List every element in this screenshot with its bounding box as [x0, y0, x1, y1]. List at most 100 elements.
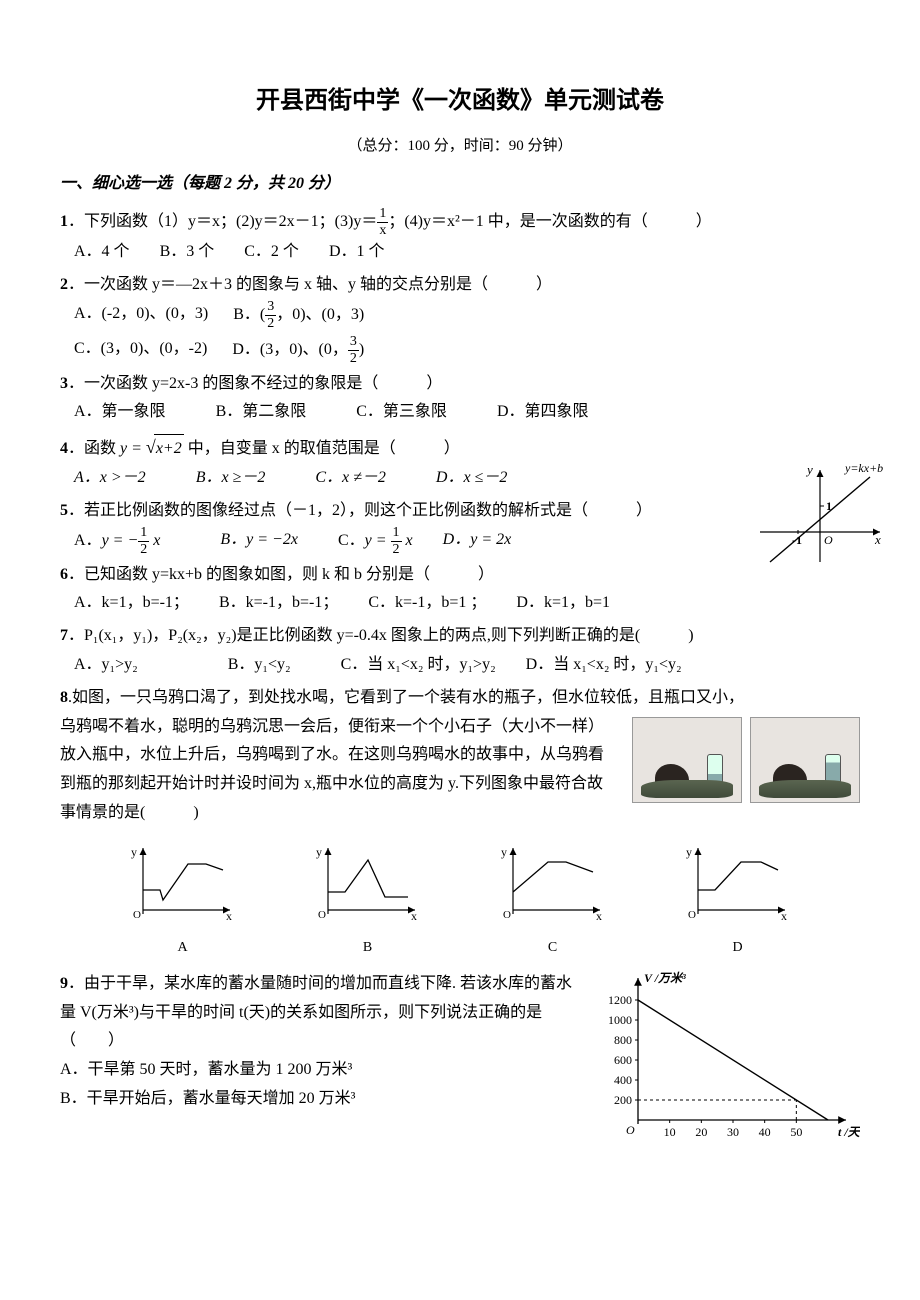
q8-graph-d: y x O D [678, 842, 798, 960]
q6-num: 6 [60, 566, 68, 583]
q3-opt-b: B．第二象限 [216, 398, 307, 427]
page-title: 开县西街中学《一次函数》单元测试卷 [60, 80, 860, 123]
svg-text:10: 10 [664, 1125, 676, 1139]
question-3: 3．一次函数 y=2x-3 的图象不经过的象限是（ ） A．第一象限 B．第二象… [60, 370, 860, 428]
q6-opt-c: C．k=-1，b=1 ； [368, 589, 486, 618]
section-1-heading: 一、细心选一选（每题 2 分，共 20 分） [60, 170, 860, 199]
q8-graph-b: y x O B [308, 842, 428, 960]
svg-text:1200: 1200 [608, 993, 632, 1007]
svg-text:x: x [596, 909, 602, 922]
q1-opt-a: A．4 个 [74, 238, 130, 267]
q6-y-label: y [805, 462, 813, 477]
q9-stem: ．由于干旱，某水库的蓄水量随时间的增加而直线下降. 若该水库的蓄水量 V(万米³… [60, 975, 572, 1050]
q4-opt-d: D．x ≤－2 [436, 464, 507, 493]
question-8: 8.如图，一只乌鸦口渴了，到处找水喝，它看到了一个装有水的瓶子，但水位较低，且瓶… [60, 684, 860, 960]
svg-text:50: 50 [790, 1125, 802, 1139]
svg-text:x: x [411, 909, 417, 922]
q8-num: 8 [60, 689, 68, 706]
q5-stem: ．若正比例函数的图像经过点（－1，2），则这个正比例函数的解析式是（ ） [68, 502, 652, 519]
svg-text:x: x [781, 909, 787, 922]
q2-opt-a: A．(-2，0)、(0，3) [74, 300, 208, 331]
q8-option-graphs: y x O A y x O B y x O [90, 842, 830, 960]
question-2: 2．一次函数 y＝—2x＋3 的图象与 x 轴、y 轴的交点分别是（ ） A．(… [60, 271, 860, 366]
q2-opt-d: D．(3，0)、(0，32) [232, 335, 364, 366]
q4-stem-a: ．函数 [68, 440, 120, 457]
question-5: 5．若正比例函数的图像经过点（－1，2），则这个正比例函数的解析式是（ ） A．… [60, 497, 860, 557]
question-1: 1．下列函数（1）y＝x；(2)y＝2x－1；(3)y＝1x；(4)y＝x²－1… [60, 207, 860, 267]
q2-opt-b: B．(32，0)、(0，3) [233, 300, 364, 331]
svg-text:200: 200 [614, 1093, 632, 1107]
q9-opt-a: A．干旱第 50 天时，蓄水量为 1 200 万米³ [60, 1056, 580, 1085]
svg-text:y: y [316, 845, 322, 859]
q1-stem-b: ；(4)y＝x²－1 中，是一次函数的有（ ） [388, 213, 711, 230]
svg-text:O: O [626, 1123, 635, 1137]
svg-text:y: y [131, 845, 137, 859]
q6-opt-a: A．k=1，b=-1； [74, 589, 189, 618]
q7-opt-a: A．y₁>y₂ [74, 651, 138, 680]
svg-text:t /天: t /天 [838, 1125, 860, 1139]
svg-text:O: O [133, 909, 141, 921]
q3-opt-a: A．第一象限 [74, 398, 166, 427]
question-7: 7．P₁(x₁，y₁)，P₂(x₂，y₂)是正比例函数 y=-0.4x 图象上的… [60, 622, 860, 680]
q8-graph-c: y x O C [493, 842, 613, 960]
q1-num: 1 [60, 213, 68, 230]
q9-chart: 200400600800100012001020304050V /万米³t /天… [590, 970, 860, 1145]
page-subtitle: （总分：100 分，时间：90 分钟） [60, 133, 860, 160]
crow-pic-2 [750, 717, 860, 803]
q7-num: 7 [60, 627, 68, 644]
svg-text:V /万米³: V /万米³ [644, 971, 686, 985]
q6-opt-d: D．k=1，b=1 [516, 589, 610, 618]
q7-opt-b: B．y₁<y₂ [228, 651, 291, 680]
q4-func: y = √x+2 [120, 440, 184, 457]
q8-illustrations [628, 717, 860, 803]
q6-opt-b: B．k=-1，b=-1； [219, 589, 338, 618]
svg-text:400: 400 [614, 1073, 632, 1087]
q4-opt-b: B．x ≥－2 [196, 464, 266, 493]
q5-opt-c: C．y = 12 x [338, 526, 413, 557]
q3-num: 3 [60, 375, 68, 392]
q1-opt-b: B．3 个 [160, 238, 215, 267]
svg-text:600: 600 [614, 1053, 632, 1067]
q8-label-d: D [678, 935, 798, 960]
question-9: 9．由于干旱，某水库的蓄水量随时间的增加而直线下降. 若该水库的蓄水量 V(万米… [60, 970, 860, 1145]
svg-text:1000: 1000 [608, 1013, 632, 1027]
q5-opt-a: A．y = −12 x [74, 526, 160, 557]
q2-stem: ．一次函数 y＝—2x＋3 的图象与 x 轴、y 轴的交点分别是（ ） [68, 276, 552, 293]
q6-stem: ．已知函数 y=kx+b 的图象如图，则 k 和 b 分别是（ ） [68, 566, 494, 583]
crow-pic-1 [632, 717, 742, 803]
q4-stem-b: 中，自变量 x 的取值范围是（ ） [184, 440, 460, 457]
q8-label-b: B [308, 935, 428, 960]
q5-opt-d: D．y = 2x [443, 526, 512, 557]
q3-opt-d: D．第四象限 [497, 398, 589, 427]
q5-opt-b: B．y = −2x [220, 526, 298, 557]
q9-num: 9 [60, 975, 68, 992]
question-4: 4．函数 y = √x+2 中，自变量 x 的取值范围是（ ） A．x >－2 … [60, 431, 860, 493]
svg-text:O: O [318, 909, 326, 921]
q3-stem: ．一次函数 y=2x-3 的图象不经过的象限是（ ） [68, 375, 442, 392]
q8-label-c: C [493, 935, 613, 960]
svg-text:O: O [503, 909, 511, 921]
q8-label-a: A [123, 935, 243, 960]
svg-text:30: 30 [727, 1125, 739, 1139]
q6-line-label: y=kx+b [844, 462, 883, 475]
q1-frac: 1x [377, 207, 388, 238]
svg-text:800: 800 [614, 1033, 632, 1047]
svg-text:x: x [226, 909, 232, 922]
q9-opt-b: B．干旱开始后，蓄水量每天增加 20 万米³ [60, 1085, 580, 1114]
q4-opt-a: A．x >－2 [74, 464, 146, 493]
q3-opt-c: C．第三象限 [356, 398, 447, 427]
q8-lead: 如图，一只乌鸦口渴了，到处找水喝，它看到了一个装有水的瓶子，但水位较低，且瓶口又… [72, 689, 744, 706]
q8-graph-a: y x O A [123, 842, 243, 960]
q2-num: 2 [60, 276, 68, 293]
svg-text:y: y [686, 845, 692, 859]
q1-stem-a: ．下列函数（1）y＝x；(2)y＝2x－1；(3)y＝ [68, 213, 377, 230]
q7-opt-c: C．当 x₁<x₂ 时，y₁>y₂ [341, 651, 496, 680]
q2-opt-c: C．(3，0)、(0，-2) [74, 335, 207, 366]
q4-num: 4 [60, 440, 68, 457]
q4-opt-c: C．x ≠－2 [315, 464, 386, 493]
q7-stem: ．P₁(x₁，y₁)，P₂(x₂，y₂)是正比例函数 y=-0.4x 图象上的两… [68, 627, 694, 644]
question-6: 6．已知函数 y=kx+b 的图象如图，则 k 和 b 分别是（ ） A．k=1… [60, 561, 860, 619]
svg-text:O: O [688, 909, 696, 921]
svg-text:40: 40 [759, 1125, 771, 1139]
q1-opt-c: C．2 个 [244, 238, 299, 267]
